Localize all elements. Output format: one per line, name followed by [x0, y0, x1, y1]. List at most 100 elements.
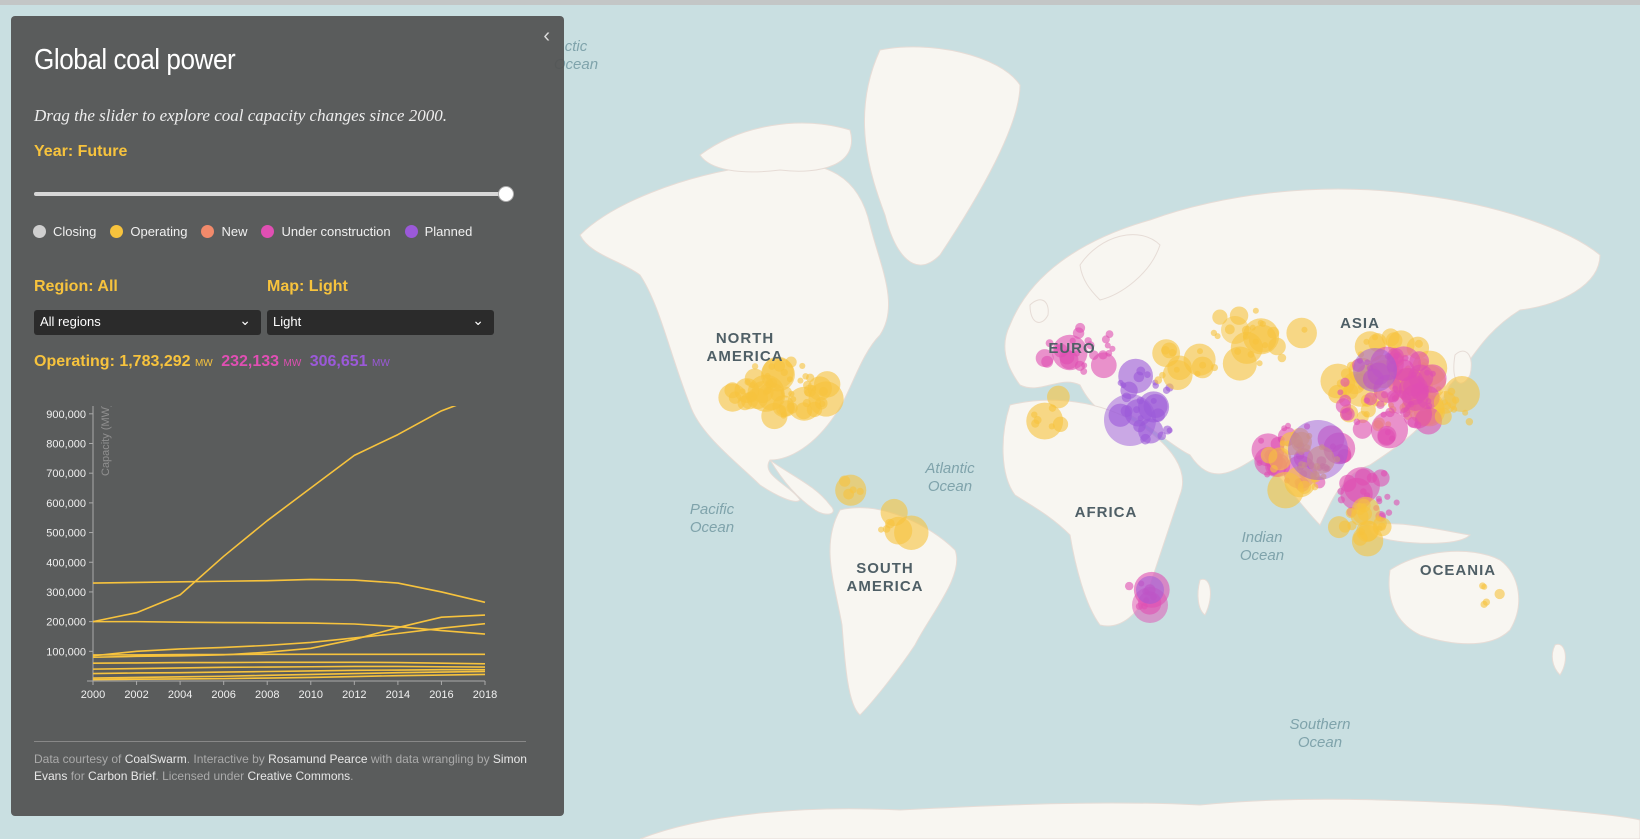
plant-bubble[interactable]: [1144, 371, 1151, 378]
plant-bubble[interactable]: [799, 362, 806, 369]
plant-bubble[interactable]: [1429, 370, 1436, 377]
plant-bubble[interactable]: [1104, 342, 1111, 349]
author-link[interactable]: Rosamund Pearce: [268, 752, 368, 766]
plant-bubble[interactable]: [1340, 408, 1353, 421]
plant-bubble[interactable]: [1109, 345, 1116, 352]
plant-bubble[interactable]: [1327, 516, 1350, 539]
plant-bubble[interactable]: [1259, 320, 1266, 328]
coalswarm-link[interactable]: CoalSwarm: [124, 752, 187, 766]
plant-bubble[interactable]: [1377, 428, 1396, 446]
wrangler-link[interactable]: Simon Evans: [34, 752, 527, 783]
plant-bubble[interactable]: [1270, 464, 1278, 473]
plant-bubble[interactable]: [1392, 368, 1425, 401]
plant-bubble[interactable]: [1385, 509, 1393, 516]
plant-bubble[interactable]: [1105, 349, 1113, 357]
plant-bubble[interactable]: [1393, 499, 1400, 506]
plant-bubble[interactable]: [1364, 392, 1378, 406]
plant-bubble[interactable]: [797, 377, 804, 384]
plant-bubble[interactable]: [1450, 406, 1458, 413]
plant-bubble[interactable]: [1277, 353, 1287, 363]
plant-bubble[interactable]: [880, 498, 908, 527]
plant-bubble[interactable]: [1105, 330, 1114, 339]
plant-bubble[interactable]: [878, 526, 885, 533]
plant-bubble[interactable]: [1385, 332, 1403, 349]
plant-bubble[interactable]: [1199, 361, 1207, 369]
plant-bubble[interactable]: [1363, 411, 1370, 418]
plant-bubble[interactable]: [785, 356, 797, 368]
plant-bubble[interactable]: [1069, 337, 1076, 344]
plant-bubble[interactable]: [1162, 386, 1171, 394]
plant-bubble[interactable]: [894, 515, 929, 550]
plant-bubble[interactable]: [1384, 493, 1391, 500]
plant-bubble[interactable]: [1480, 600, 1488, 608]
plant-bubble[interactable]: [1124, 581, 1134, 591]
large-plant-bubble[interactable]: [1288, 420, 1348, 480]
plant-bubble[interactable]: [1214, 333, 1221, 340]
plant-bubbles[interactable]: [718, 306, 1505, 623]
collapse-panel-icon[interactable]: ‹: [543, 25, 550, 47]
plant-bubble[interactable]: [1047, 385, 1070, 409]
plant-bubble[interactable]: [1267, 471, 1304, 509]
plant-bubble[interactable]: [751, 363, 759, 370]
plant-bubble[interactable]: [1353, 502, 1366, 515]
plant-bubble[interactable]: [1267, 326, 1280, 339]
plant-bubble[interactable]: [1409, 351, 1430, 371]
plant-bubble[interactable]: [1424, 369, 1431, 376]
plant-bubble[interactable]: [1337, 389, 1344, 396]
plant-bubble[interactable]: [1086, 341, 1095, 350]
plant-bubble[interactable]: [1166, 427, 1173, 434]
plant-bubble[interactable]: [1354, 468, 1372, 486]
plant-bubble[interactable]: [1353, 531, 1368, 546]
plant-bubble[interactable]: [1026, 402, 1064, 440]
plant-bubble[interactable]: [1234, 348, 1242, 355]
plant-bubble[interactable]: [1256, 459, 1263, 467]
plant-bubble[interactable]: [1212, 309, 1228, 325]
plant-bubble[interactable]: [1136, 366, 1146, 376]
plant-bubble[interactable]: [1400, 407, 1411, 418]
large-plant-bubble[interactable]: [1136, 576, 1164, 604]
plant-bubble[interactable]: [1117, 379, 1124, 386]
plant-bubble[interactable]: [806, 401, 823, 418]
plant-bubble[interactable]: [1183, 343, 1216, 376]
plant-bubble[interactable]: [1337, 496, 1345, 504]
year-slider[interactable]: [34, 184, 514, 206]
plant-bubble[interactable]: [1301, 326, 1308, 333]
plant-bubble[interactable]: [1320, 363, 1356, 399]
plant-bubble[interactable]: [1268, 447, 1292, 471]
plant-bubble[interactable]: [1443, 375, 1480, 412]
plant-bubble[interactable]: [1152, 382, 1159, 389]
plant-bubble[interactable]: [1090, 352, 1117, 379]
plant-bubble[interactable]: [1154, 376, 1163, 384]
large-plant-bubble[interactable]: [1104, 394, 1156, 446]
plant-bubble[interactable]: [1072, 327, 1085, 339]
plant-bubble[interactable]: [1285, 422, 1292, 429]
plant-bubble[interactable]: [1380, 411, 1387, 418]
plant-bubble[interactable]: [1261, 342, 1269, 349]
plant-bubble[interactable]: [1380, 470, 1388, 477]
creative-commons-link[interactable]: Creative Commons: [247, 769, 351, 783]
plant-bubble[interactable]: [718, 383, 747, 412]
plant-bubble[interactable]: [790, 396, 797, 403]
large-plant-bubble[interactable]: [1353, 348, 1397, 392]
large-plant-bubble[interactable]: [1221, 316, 1249, 344]
plant-bubble[interactable]: [1264, 471, 1271, 478]
slider-thumb[interactable]: [498, 186, 514, 202]
plant-bubble[interactable]: [1481, 583, 1488, 590]
plant-bubble[interactable]: [1403, 399, 1432, 429]
plant-bubble[interactable]: [1353, 418, 1361, 426]
plant-bubble[interactable]: [1152, 339, 1181, 368]
plant-bubble[interactable]: [770, 388, 784, 402]
plant-bubble[interactable]: [1340, 377, 1350, 387]
plant-bubble[interactable]: [1393, 352, 1400, 359]
plant-bubble[interactable]: [768, 363, 776, 370]
plant-bubble[interactable]: [1252, 307, 1259, 314]
plant-bubble[interactable]: [1373, 516, 1387, 531]
plant-bubble[interactable]: [807, 376, 832, 401]
plant-bubble[interactable]: [1447, 387, 1456, 396]
plant-bubble[interactable]: [1358, 528, 1365, 536]
plant-bubble[interactable]: [788, 390, 795, 398]
plant-bubble[interactable]: [1376, 400, 1385, 410]
plant-bubble[interactable]: [1286, 317, 1317, 349]
plant-bubble[interactable]: [1256, 360, 1263, 367]
plant-bubble[interactable]: [1441, 399, 1448, 406]
